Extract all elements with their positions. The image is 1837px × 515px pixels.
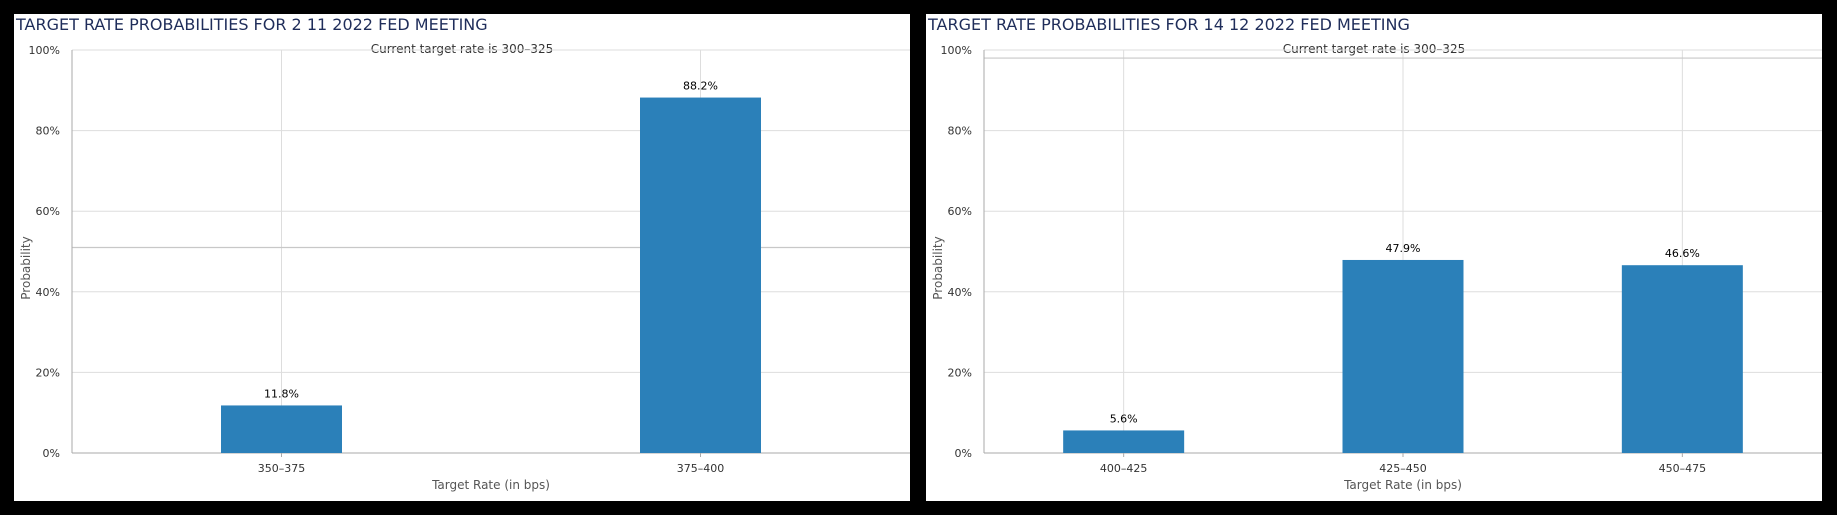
data-label: 46.6%: [1665, 247, 1700, 260]
y-tick-label: 100%: [941, 44, 972, 57]
bar: [1342, 259, 1464, 453]
y-tick-label: 20%: [948, 366, 972, 379]
x-tick-label: 350–375: [258, 462, 306, 475]
data-label: 5.6%: [1110, 412, 1138, 425]
data-label: 11.8%: [264, 387, 299, 400]
bar: [221, 405, 342, 453]
chart-panel-december: TARGET RATE PROBABILITIES FOR 14 12 2022…: [926, 14, 1822, 501]
x-tick-label: 425–450: [1379, 462, 1427, 475]
bar-chart: 0% 20% 40% 60% 80% 100% 5.6% 400–425 47.9% 425–45…: [941, 44, 1822, 475]
bar: [1621, 265, 1743, 453]
y-tick-label: 40%: [948, 286, 972, 299]
y-tick-label: 20%: [36, 366, 60, 379]
y-tick-label: 80%: [36, 125, 60, 138]
bar: [640, 97, 761, 453]
y-tick-label: 100%: [29, 44, 60, 57]
data-label: 47.9%: [1386, 242, 1421, 255]
y-tick-label: 60%: [36, 205, 60, 218]
y-tick-label: 0%: [955, 447, 972, 460]
y-tick-label: 40%: [36, 286, 60, 299]
y-tick-label: 60%: [948, 205, 972, 218]
x-tick-label: 450–475: [1659, 462, 1707, 475]
chart-panel-november: TARGET RATE PROBABILITIES FOR 2 11 2022 …: [14, 14, 910, 501]
x-axis-label: Target Rate (in bps): [432, 478, 550, 492]
bar-chart: 0% 20% 40% 60% 80% 100% 11.8% 350–375 88.2% 375–4…: [29, 44, 910, 475]
data-label: 88.2%: [683, 80, 718, 93]
chart-title: TARGET RATE PROBABILITIES FOR 14 12 2022…: [928, 15, 1410, 34]
chart-subtitle: Current target rate is 300–325: [1282, 42, 1466, 56]
x-tick-label: 375–400: [677, 462, 725, 475]
chart-subtitle: Current target rate is 300–325: [370, 42, 554, 56]
y-tick-label: 80%: [948, 125, 972, 138]
x-axis-label: Target Rate (in bps): [1344, 478, 1462, 492]
bar: [1063, 430, 1185, 453]
y-tick-label: 0%: [43, 447, 60, 460]
x-tick-label: 400–425: [1100, 462, 1148, 475]
chart-title: TARGET RATE PROBABILITIES FOR 2 11 2022 …: [16, 15, 488, 34]
